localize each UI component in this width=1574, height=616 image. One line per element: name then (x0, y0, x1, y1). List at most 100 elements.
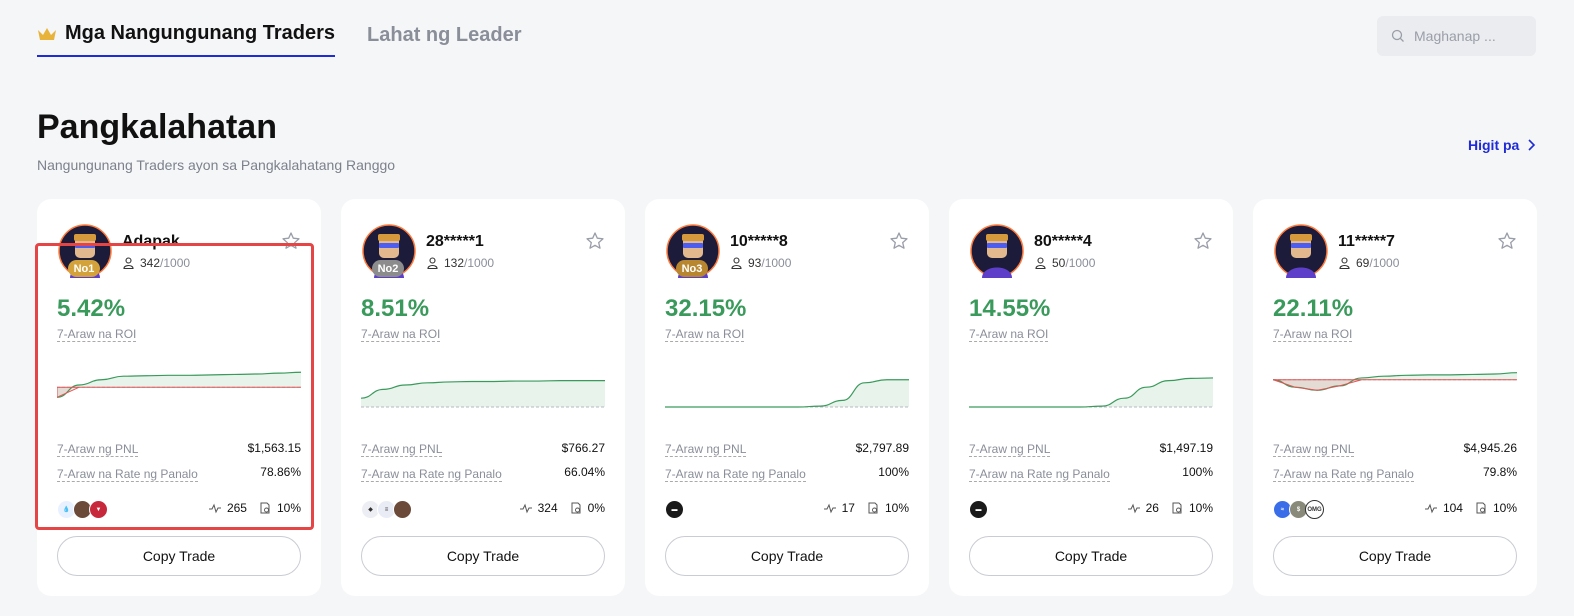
trader-name[interactable]: 11*****7 (1338, 233, 1395, 250)
win-rate-label[interactable]: 7-Araw na Rate ng Panalo (665, 467, 806, 482)
copy-trade-button[interactable]: Copy Trade (665, 536, 909, 576)
roi-value: 14.55% (969, 295, 1051, 322)
trade-metrics: 265 10% (208, 501, 301, 515)
profit-share: 10% (276, 501, 301, 515)
leader-tabs: Mga Nangungunang Traders Lahat ng Leader (37, 22, 554, 57)
favorite-star-icon[interactable] (1497, 231, 1517, 251)
roi-label[interactable]: 7-Araw na ROI (969, 327, 1049, 342)
search-input[interactable] (1414, 28, 1524, 44)
sparkline-line (361, 380, 605, 399)
trade-metrics: 26 10% (1127, 501, 1213, 515)
activity-icon (1127, 503, 1140, 514)
follower-current: 342 (140, 256, 161, 270)
copy-trade-button[interactable]: Copy Trade (57, 536, 301, 576)
tab-top-traders[interactable]: Mga Nangungunang Traders (37, 22, 336, 57)
more-link[interactable]: Higit pa (1468, 137, 1536, 153)
crown-icon (38, 27, 56, 40)
trader-card[interactable]: No1 Adapak 342/1000 5.42% 7-Araw na ROI … (37, 199, 321, 596)
win-rate-label[interactable]: 7-Araw na Rate ng Panalo (361, 467, 502, 482)
page-subtitle: Nangungunang Traders ayon sa Pangkalahat… (37, 157, 396, 173)
avatar[interactable] (970, 224, 1024, 278)
trader-name[interactable]: 80*****4 (1034, 233, 1092, 250)
activity-icon (1424, 503, 1437, 514)
trader-card[interactable]: 80*****4 50/1000 14.55% 7-Araw na ROI 7-… (949, 199, 1233, 596)
avatar[interactable]: No3 (666, 224, 720, 278)
sparkline-negative (1273, 379, 1517, 391)
roi-label[interactable]: 7-Araw na ROI (665, 327, 745, 342)
roi-label[interactable]: 7-Araw na ROI (1273, 327, 1353, 342)
sparkline-line (969, 377, 1213, 408)
pnl-value: $766.27 (561, 441, 605, 455)
win-rate-value: 78.86% (260, 465, 301, 479)
search-box[interactable] (1377, 16, 1536, 56)
follower-current: 93 (748, 256, 762, 270)
trader-card[interactable]: 11*****7 69/1000 22.11% 7-Araw na ROI 7-… (1253, 199, 1537, 596)
profit-share-icon (260, 502, 270, 514)
pnl-label[interactable]: 7-Araw ng PNL (665, 442, 747, 457)
avatar[interactable] (1274, 224, 1328, 278)
follower-current: 50 (1052, 256, 1066, 270)
avatar[interactable]: No1 (58, 224, 112, 278)
copy-trade-button[interactable]: Copy Trade (1273, 536, 1517, 576)
trader-name[interactable]: Adapak (122, 233, 180, 250)
trader-name[interactable]: 28*****1 (426, 233, 484, 250)
copy-trade-button[interactable]: Copy Trade (361, 536, 605, 576)
avatar[interactable]: No2 (362, 224, 416, 278)
win-rate-value: 79.8% (1482, 465, 1517, 479)
pnl-sparkline (361, 380, 605, 408)
favorite-star-icon[interactable] (1193, 231, 1213, 251)
tab-top-traders-label: Mga Nangungunang Traders (65, 22, 336, 44)
roi-value: 8.51% (361, 295, 430, 322)
roi-label[interactable]: 7-Araw na ROI (57, 327, 137, 342)
follower-count: 132/1000 (427, 256, 494, 270)
rank-badge: No3 (676, 260, 708, 277)
win-rate-label[interactable]: 7-Araw na Rate ng Panalo (1273, 467, 1414, 482)
favorite-star-icon[interactable] (889, 231, 909, 251)
pnl-value: $1,497.19 (1159, 441, 1213, 455)
red-coin-icon: ▼ (89, 500, 108, 519)
roi-label[interactable]: 7-Araw na ROI (361, 327, 441, 342)
trade-count: 104 (1442, 501, 1463, 515)
pnl-label[interactable]: 7-Araw ng PNL (969, 442, 1051, 457)
pnl-label[interactable]: 7-Araw ng PNL (57, 442, 139, 457)
copy-trade-button[interactable]: Copy Trade (969, 536, 1213, 576)
pnl-label[interactable]: 7-Araw ng PNL (1273, 442, 1355, 457)
trade-metrics: 17 10% (823, 501, 909, 515)
coin-list: ◆ ≡ (361, 500, 412, 519)
sparkline-line (665, 379, 909, 408)
pnl-sparkline (969, 377, 1213, 408)
profit-share-icon (1172, 502, 1182, 514)
profit-share-icon (1476, 502, 1486, 514)
win-rate-label[interactable]: 7-Araw na Rate ng Panalo (57, 467, 198, 482)
trader-avatar-icon (1274, 224, 1328, 278)
user-icon (427, 257, 438, 269)
coin-list: ≈ $ OMG (1273, 500, 1324, 519)
trader-card[interactable]: No3 10*****8 93/1000 32.15% 7-Araw na RO… (645, 199, 929, 596)
roi-value: 32.15% (665, 295, 747, 322)
follower-count: 50/1000 (1035, 256, 1095, 270)
rank-badge: No1 (68, 260, 100, 277)
pnl-value: $4,945.26 (1463, 441, 1517, 455)
coin-list: ▬ (665, 500, 684, 519)
coin-list: ▬ (969, 500, 988, 519)
follower-max: /1000 (1065, 256, 1096, 270)
trader-name[interactable]: 10*****8 (730, 233, 788, 250)
win-rate-label[interactable]: 7-Araw na Rate ng Panalo (969, 467, 1110, 482)
favorite-star-icon[interactable] (281, 231, 301, 251)
tab-all-leaders-label: Lahat ng Leader (367, 24, 522, 46)
trader-card[interactable]: No2 28*****1 132/1000 8.51% 7-Araw na RO… (341, 199, 625, 596)
sparkline-area (57, 372, 301, 398)
profit-share: 10% (1188, 501, 1213, 515)
follower-max: /1000 (1369, 256, 1400, 270)
pnl-sparkline (57, 371, 301, 398)
trade-count: 17 (841, 501, 855, 515)
black-coin-icon: ▬ (969, 500, 988, 519)
roi-value: 22.11% (1273, 295, 1354, 322)
follower-count: 69/1000 (1339, 256, 1399, 270)
tab-all-leaders[interactable]: Lahat ng Leader (367, 24, 521, 57)
trader-avatar-icon (970, 224, 1024, 278)
sparkline-line (57, 371, 301, 398)
pnl-label[interactable]: 7-Araw ng PNL (361, 442, 443, 457)
pnl-value: $1,563.15 (247, 441, 301, 455)
favorite-star-icon[interactable] (585, 231, 605, 251)
